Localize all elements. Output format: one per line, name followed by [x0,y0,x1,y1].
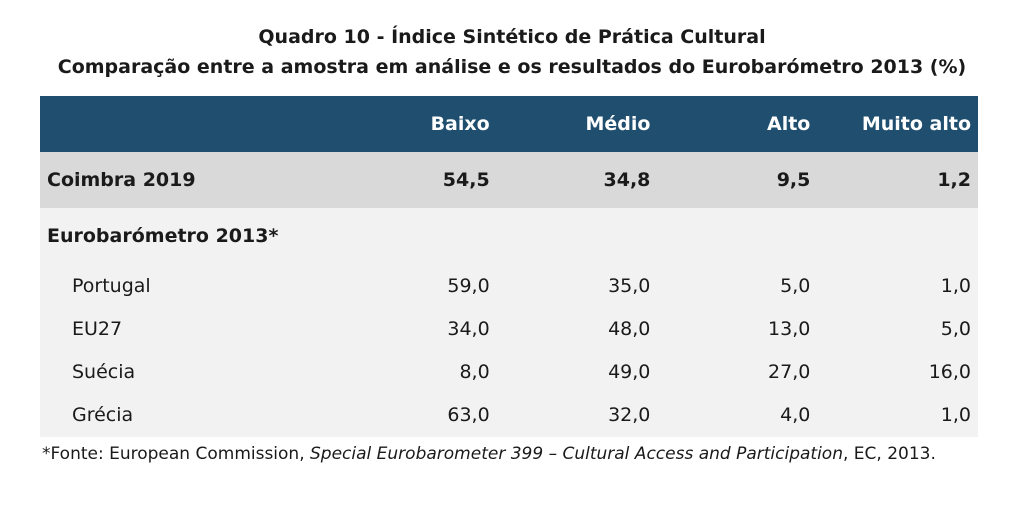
cell-muito-alto: 16,0 [928,360,971,383]
cell-medio: 32,0 [608,404,651,426]
header-row: Baixo Médio Alto Muito alto [40,96,978,152]
cell-baixo: 59,0 [447,274,490,297]
cell-alto: 27,0 [768,360,811,383]
cell-muito-alto: 1,0 [940,404,971,426]
cell-medio: 34,8 [603,169,651,191]
cell-muito-alto: 5,0 [940,317,971,340]
table-row: EU27 34,0 48,0 13,0 5,0 [40,307,978,350]
table-row-coimbra: Coimbra 2019 54,5 34,8 9,5 1,2 [40,152,978,208]
table-row: Grécia 63,0 32,0 4,0 1,0 [40,393,978,437]
title-line-2: Comparação entre a amostra em análise e … [57,56,967,78]
table-row: Portugal 59,0 35,0 5,0 1,0 [40,264,978,307]
cell-baixo: 8,0 [459,360,490,383]
cell-medio: 48,0 [608,317,651,340]
source-footnote: *Fonte: European Commission, Special Eur… [42,444,936,464]
header-empty-cell [40,96,378,152]
cell-baixo: 54,5 [442,169,490,191]
cell-medio: 35,0 [608,274,651,297]
row-label: EU27 [72,317,123,340]
row-label: Portugal [72,274,151,297]
footnote-suffix: , EC, 2013. [842,444,936,464]
row-label: Grécia [72,404,134,426]
cell-muito-alto: 1,0 [940,274,971,297]
row-label: Coimbra 2019 [47,169,196,191]
cell-medio: 49,0 [608,360,651,383]
cell-alto: 4,0 [780,404,811,426]
header-baixo: Baixo [430,113,490,135]
group-header-row: Eurobarómetro 2013* [40,208,978,264]
cell-alto: 9,5 [776,169,811,191]
table-title: Quadro 10 - Índice Sintético de Prática … [0,22,1024,82]
cell-baixo: 63,0 [447,404,490,426]
cell-baixo: 34,0 [447,317,490,340]
header-muito-alto: Muito alto [861,113,971,135]
cell-alto: 5,0 [780,274,811,297]
cell-alto: 13,0 [768,317,811,340]
cell-muito-alto: 1,2 [937,169,971,191]
header-alto: Alto [767,113,811,135]
table-row: Suécia 8,0 49,0 27,0 16,0 [40,350,978,393]
footnote-prefix: *Fonte: European Commission, [42,444,311,464]
data-table: Baixo Médio Alto Muito alto Coimbra 2019… [40,96,978,437]
row-label: Suécia [72,360,136,383]
title-line-1: Quadro 10 - Índice Sintético de Prática … [258,26,766,48]
footnote-italic-title: Special Eurobarometer 399 – Cultural Acc… [310,444,843,464]
group-label: Eurobarómetro 2013* [47,225,279,247]
header-medio: Médio [585,113,651,135]
